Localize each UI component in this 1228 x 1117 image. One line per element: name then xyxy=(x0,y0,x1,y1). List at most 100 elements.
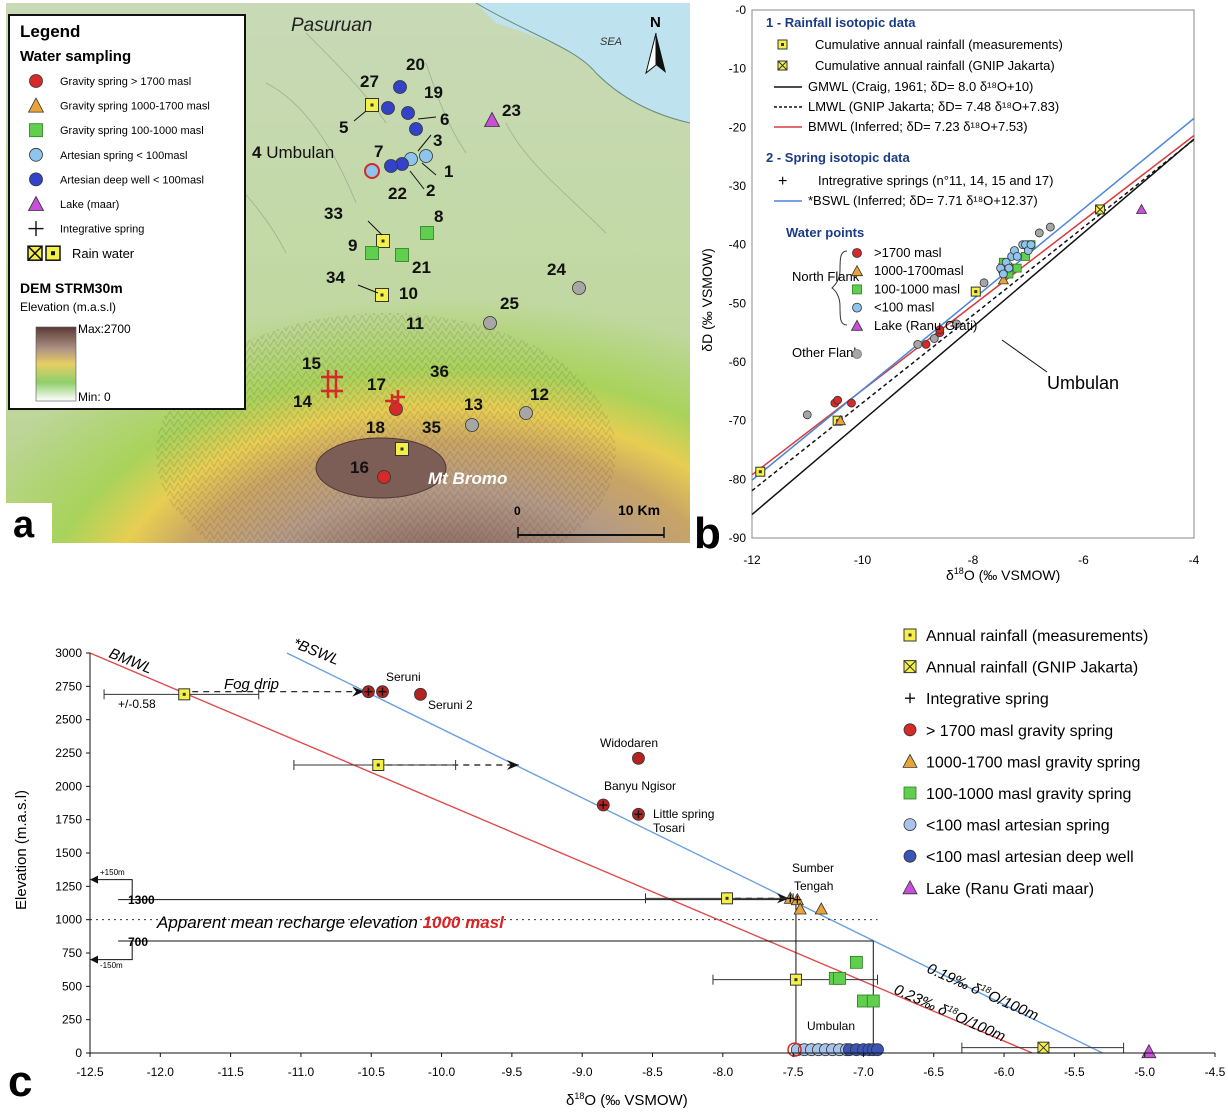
b-point-1001000 xyxy=(1012,263,1022,273)
chart-b-frame xyxy=(751,9,1195,539)
c-ytick: 500 xyxy=(62,979,82,993)
b-point-10001700 xyxy=(997,274,1010,285)
c-legend-label: <100 masl artesian deep well xyxy=(926,849,1134,866)
legend-item-circle-icon xyxy=(29,147,43,162)
site-leader-line xyxy=(417,116,437,120)
b-umbulan-label: Umbulan xyxy=(1047,373,1119,393)
site-label: 16 xyxy=(350,458,369,477)
legend-item-plus-icon xyxy=(28,221,44,237)
b-xtick: -6 xyxy=(1078,553,1089,567)
b-legend-bswl: *BSWL (Inferred; δD= 7.71 δ¹⁸O+12.37) xyxy=(808,193,1038,208)
c-legend-label: Integrative spring xyxy=(926,691,1049,708)
dem-title: DEM STRM30m xyxy=(20,280,123,296)
legend-item-triangle-icon xyxy=(27,97,45,113)
c-minus150: -150m xyxy=(100,961,123,970)
dem-max: Max:2700 xyxy=(78,322,131,336)
c-legend-icon-square xyxy=(903,786,917,800)
b-legend-h1: 1 - Rainfall isotopic data xyxy=(766,15,916,30)
b-point-rainmeas xyxy=(755,466,766,477)
c-name-seruni2: Seruni 2 xyxy=(428,698,473,712)
b-legend-gmwl: GMWL (Craig, 1961; δD= 8.0 δ¹⁸O+10) xyxy=(808,79,1033,94)
panel-a-map: Legend Water sampling Gravity spring > 1… xyxy=(6,3,690,543)
b-legend-integ: Intregrative springs (n°11, 14, 15 and 1… xyxy=(818,173,1054,188)
site-marker xyxy=(409,122,423,136)
c-xtick: -8.0 xyxy=(712,1065,733,1079)
panel-c-letter: c xyxy=(8,1057,32,1106)
b-line-lmwl xyxy=(751,139,1195,492)
site-marker xyxy=(401,106,415,120)
site-label: 14 xyxy=(293,392,312,411)
c-ytick: 2750 xyxy=(55,679,82,693)
c-ytick: 250 xyxy=(62,1013,82,1027)
c-xtick: -9.5 xyxy=(502,1065,523,1079)
b-ytick: -90 xyxy=(729,531,747,545)
b-ytick: -80 xyxy=(729,472,747,486)
b-legend-north: North Flank xyxy=(792,269,860,284)
b-ytick: -70 xyxy=(729,414,747,428)
c-point-integrative xyxy=(599,801,608,809)
site-leader-line xyxy=(417,134,432,152)
c-xtick: -9.0 xyxy=(572,1065,593,1079)
site-label: 10 xyxy=(399,284,418,303)
c-xtick: -12.5 xyxy=(76,1065,104,1079)
c-err-label: +/-0.58 xyxy=(118,697,156,711)
c-name-umbulan: Umbulan xyxy=(807,1019,855,1033)
legend-item-circle-icon xyxy=(29,74,43,88)
legend-section: Water sampling xyxy=(20,48,131,65)
site-label: 20 xyxy=(406,55,425,74)
panel-a-letter-box xyxy=(6,503,52,543)
c-bswl-label: *BSWL xyxy=(291,635,342,669)
c-legend-icon-triangle xyxy=(902,879,918,895)
c-legend-label: 100-1000 masl gravity spring xyxy=(926,786,1131,803)
b-legend-rain-gnip: Cumulative annual rainfall (GNIP Jakarta… xyxy=(815,58,1055,73)
c-bmwl-label: BMWL xyxy=(107,645,155,678)
b-legend-wp-label: 1000-1700masl xyxy=(874,263,964,278)
b-legend-h2: 2 - Spring isotopic data xyxy=(766,150,911,165)
site-marker xyxy=(384,159,398,173)
b-point-other xyxy=(929,334,939,343)
site-label: 17 xyxy=(367,375,386,394)
b-ytick: -10 xyxy=(729,62,747,76)
b-legend-wp-icon xyxy=(850,264,864,277)
site-marker xyxy=(365,98,379,112)
c-name-sumber: Sumber xyxy=(792,861,834,875)
c-line-bmwl xyxy=(89,652,1033,1054)
c-legend-icon-plus xyxy=(905,693,915,704)
panel-c-chart: 0 250 500 750 1000 1250 1500 1750 2000 2250 2500 27… xyxy=(0,600,1228,1112)
c-legend-label: Lake (Ranu Grati maar) xyxy=(926,881,1094,898)
dem-subtitle: Elevation (m.a.s.l) xyxy=(20,300,116,314)
site-label: 36 xyxy=(430,362,449,381)
sea-area xyxy=(476,3,690,123)
c-line-bswl xyxy=(286,652,1103,1054)
site-label: 2 xyxy=(426,181,435,200)
c-point-gravity-1000 xyxy=(793,902,807,915)
c-point-rain-meas xyxy=(721,892,734,905)
c-xtick: -6.0 xyxy=(994,1065,1015,1079)
c-xtick: -5.0 xyxy=(1134,1065,1155,1079)
b-point-other xyxy=(913,339,923,349)
b-legend-wp-icon xyxy=(852,248,862,258)
site-label: 22 xyxy=(388,184,407,203)
c-plus150: +150m xyxy=(100,868,125,877)
c-xtick: -7.5 xyxy=(783,1065,804,1079)
b-xtick: -10 xyxy=(854,553,872,567)
c-fog-arrowhead xyxy=(506,760,519,770)
c-name-seruni: Seruni xyxy=(386,670,421,684)
c-point-rain-gnip xyxy=(1037,1041,1050,1054)
b-xtick: -8 xyxy=(968,553,979,567)
b-legend-wp-label: <100 masl xyxy=(874,300,934,315)
b-point-lake xyxy=(1135,203,1148,214)
c-ytick: 0 xyxy=(75,1046,82,1060)
c-point-gravity-1700 xyxy=(632,751,645,765)
c-xtick: -7.0 xyxy=(853,1065,874,1079)
b-legend-rain-meas: Cumulative annual rainfall (measurements… xyxy=(815,37,1063,52)
site-marker xyxy=(572,281,586,295)
site-label: 27 xyxy=(360,72,379,91)
b-legend-other: Other Flank xyxy=(792,345,860,360)
c-legend-icon-rain xyxy=(903,628,917,642)
c-point-lake xyxy=(1141,1043,1157,1059)
site-label: 15 xyxy=(302,354,321,373)
c-ytick: 2000 xyxy=(55,779,82,793)
legend-item-label: Lake (maar) xyxy=(60,199,119,211)
